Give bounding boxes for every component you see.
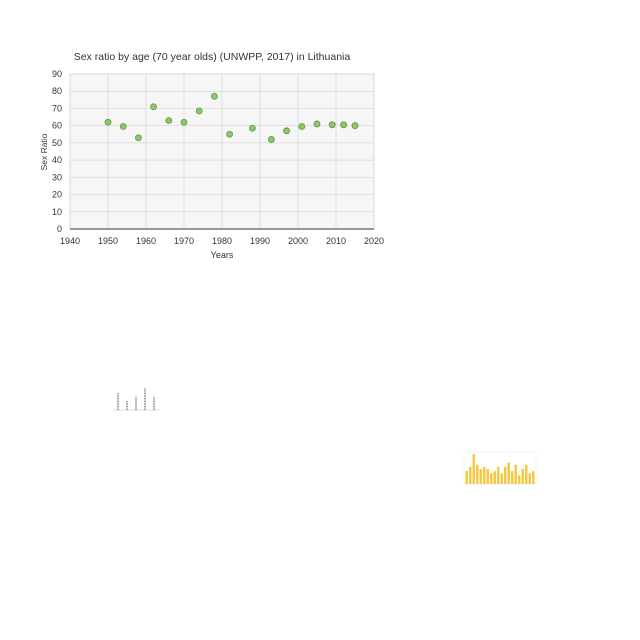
thumbnail-b-bar (504, 466, 507, 484)
thumbnail-b-bar (497, 466, 500, 484)
x-tick-label: 1970 (174, 236, 194, 246)
x-tick-label: 2010 (326, 236, 346, 246)
y-axis-label: Sex Ratio (39, 133, 49, 170)
thumbnail-b-bar (490, 473, 493, 484)
y-tick-label: 30 (52, 172, 62, 182)
data-point (134, 134, 142, 142)
x-axis-label: Years (211, 250, 234, 260)
thumbnail-b-bar (525, 464, 528, 484)
y-tick-label: 90 (52, 69, 62, 79)
thumbnail-b-plot (463, 451, 537, 485)
thumbnail-bar-chart (463, 451, 537, 485)
data-point (119, 123, 127, 130)
x-tick-label: 1960 (136, 236, 156, 246)
thumbnail-b-bar (486, 469, 489, 484)
chart-title: Sex ratio by age (70 year olds) (UNWPP, … (74, 51, 351, 63)
data-point (298, 123, 306, 130)
data-points (104, 92, 359, 143)
x-tick-label: 1980 (212, 236, 232, 246)
thumbnail-b-bar (465, 471, 468, 484)
y-tick-label: 20 (52, 190, 62, 200)
thumbnail-a-bars (117, 388, 155, 410)
x-tick-label: 1940 (60, 236, 80, 246)
y-tick-label: 40 (52, 155, 62, 165)
data-point (165, 117, 173, 124)
data-point (104, 118, 112, 126)
x-tick-label: 2020 (364, 236, 384, 246)
thumbnail-b-bar (483, 466, 486, 484)
grid-lines (70, 73, 374, 229)
x-tick-label: 1990 (250, 236, 270, 246)
y-tick-label: 70 (52, 103, 62, 113)
x-tick-label: 1950 (98, 236, 118, 246)
sex-ratio-scatter-chart: Sex ratio by age (70 year olds) (UNWPP, … (39, 51, 384, 260)
data-point (150, 103, 158, 111)
thumbnail-b-bar (518, 475, 521, 484)
y-tick-label: 60 (52, 121, 62, 131)
thumbnail-dot-chart (114, 388, 160, 411)
thumbnail-b-bar (476, 464, 479, 484)
thumbnail-b-bar (514, 464, 517, 484)
thumbnail-b-bar (521, 469, 524, 484)
thumbnail-b-bar (511, 471, 514, 484)
thumbnail-b-bar (479, 469, 482, 484)
data-point (351, 122, 359, 130)
thumbnail-b-bar (493, 471, 496, 484)
y-axis-ticks: 0 10 20 30 40 50 60 70 80 90 (52, 69, 62, 234)
y-tick-label: 50 (52, 138, 62, 148)
thumbnail-b-bar (532, 471, 535, 484)
data-point (210, 92, 218, 100)
y-tick-label: 10 (52, 207, 62, 217)
data-point (180, 118, 188, 126)
data-point (226, 130, 234, 138)
data-point (340, 121, 348, 129)
thumbnail-b-bar (500, 473, 503, 484)
data-point (248, 124, 256, 132)
data-point (283, 127, 291, 135)
thumbnail-b-bar (469, 466, 472, 484)
thumbnail-b-bar (472, 454, 475, 484)
y-tick-label: 80 (52, 86, 62, 96)
data-point (267, 136, 275, 143)
thumbnail-b-bar (528, 473, 531, 484)
data-point (313, 120, 321, 128)
data-point (328, 121, 336, 129)
data-point (195, 107, 203, 115)
y-tick-label: 0 (57, 224, 62, 234)
x-axis-ticks: 1940 1950 1960 1970 1980 1990 2000 2010 2020 (60, 236, 384, 246)
x-tick-label: 2000 (288, 236, 308, 246)
thumbnail-b-bars (465, 454, 535, 484)
thumbnail-b-bar (507, 462, 510, 484)
